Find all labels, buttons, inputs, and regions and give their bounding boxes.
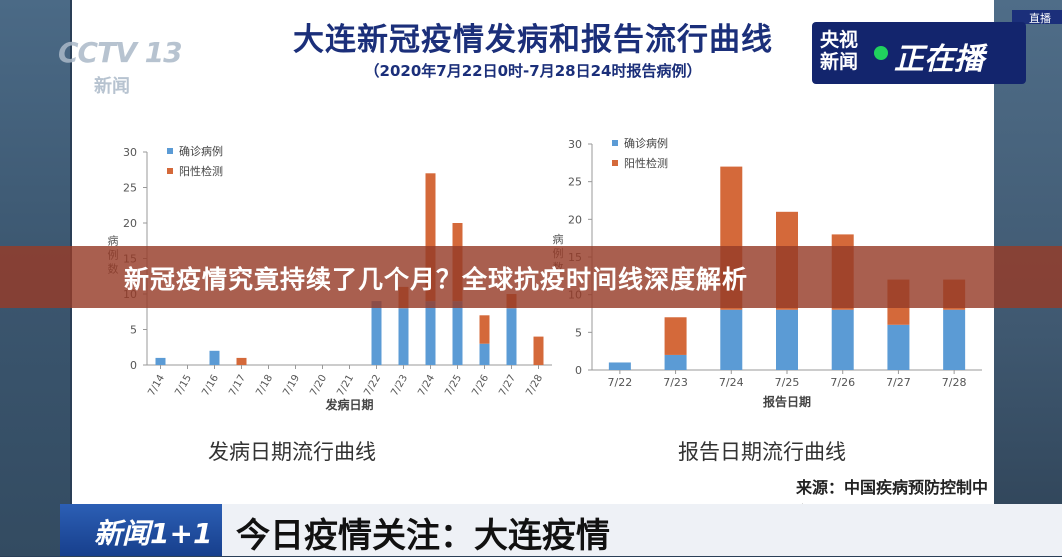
- x-axis-label: 发病日期: [324, 397, 373, 412]
- live-badge-line2: 新闻: [820, 51, 859, 73]
- live-badge: 央视 新闻 正在播: [812, 22, 1026, 84]
- y-tick-label: 0: [130, 359, 137, 372]
- x-tick-label: 7/24: [416, 373, 437, 398]
- y-tick-label: 5: [575, 326, 582, 339]
- y-tick-label: 20: [568, 213, 582, 226]
- bar-positive: [533, 336, 544, 365]
- bar-confirmed: [398, 308, 409, 365]
- bar-confirmed: [479, 343, 490, 365]
- bar-confirmed: [155, 357, 166, 365]
- x-tick-label: 7/26: [470, 373, 491, 398]
- x-tick-label: 7/19: [281, 373, 302, 398]
- top-tag: 直播: [1012, 10, 1062, 25]
- x-tick-label: 7/22: [608, 376, 633, 389]
- onset-chart-caption: 发病日期流行曲线: [208, 440, 376, 464]
- y-axis-label-char: 病: [553, 232, 564, 246]
- legend-label: 确诊病例: [179, 144, 223, 158]
- headline-banner: 新冠疫情究竟持续了几个月？全球抗疫时间线深度解析: [0, 246, 1062, 308]
- slide-title: 大连新冠疫情发病和报告流行曲线: [293, 22, 773, 58]
- slide-subtitle: （2020年7月22日0时-7月28日24时报告病例）: [364, 62, 702, 80]
- x-tick-label: 7/20: [308, 373, 329, 398]
- bar-confirmed: [608, 362, 631, 370]
- program-logo: 新闻1+1: [60, 504, 222, 556]
- bar-confirmed: [506, 308, 517, 365]
- x-tick-label: 7/22: [362, 373, 383, 398]
- y-tick-label: 25: [568, 176, 582, 189]
- x-tick-label: 7/27: [886, 376, 911, 389]
- bar-confirmed: [720, 309, 743, 370]
- x-tick-label: 7/14: [146, 373, 167, 398]
- y-tick-label: 25: [123, 182, 137, 195]
- cctv-logo: CCTV 13: [58, 36, 183, 69]
- bar-positive: [425, 173, 436, 302]
- x-tick-label: 7/26: [830, 376, 855, 389]
- x-tick-label: 7/17: [227, 373, 248, 398]
- x-tick-label: 7/23: [389, 373, 410, 398]
- x-tick-label: 7/21: [335, 373, 356, 398]
- bar-confirmed: [776, 309, 798, 370]
- x-tick-label: 7/18: [254, 373, 275, 398]
- bar-confirmed: [452, 301, 463, 365]
- legend-swatch: [167, 148, 173, 154]
- bar-confirmed: [664, 354, 687, 370]
- legend-label: 阳性检测: [179, 164, 223, 178]
- bar-confirmed: [887, 324, 910, 370]
- y-tick-label: 5: [130, 324, 137, 337]
- y-axis-label-char: 病: [108, 234, 119, 248]
- lower-third: 新闻1+1 今日疫情关注：大连疫情: [60, 504, 1062, 556]
- bar-confirmed: [425, 301, 436, 365]
- legend-swatch: [612, 160, 618, 166]
- x-tick-label: 7/28: [942, 376, 967, 389]
- x-tick-label: 7/15: [173, 373, 194, 398]
- y-tick-label: 30: [123, 146, 137, 159]
- x-tick-label: 7/25: [775, 376, 800, 389]
- report-chart-caption: 报告日期流行曲线: [678, 440, 846, 464]
- x-tick-label: 7/27: [497, 373, 518, 398]
- bar-confirmed: [209, 350, 220, 365]
- legend-swatch: [612, 140, 618, 146]
- bar-positive: [236, 357, 247, 365]
- x-tick-label: 7/23: [663, 376, 688, 389]
- legend-swatch: [167, 168, 173, 174]
- bar-positive: [479, 315, 490, 344]
- x-tick-label: 7/25: [443, 373, 464, 398]
- y-tick-label: 30: [568, 138, 582, 151]
- bar-positive: [664, 317, 687, 355]
- live-badge-status: 正在播: [894, 42, 984, 77]
- banner-text: 新冠疫情究竟持续了几个月？全球抗疫时间线深度解析: [124, 265, 749, 294]
- lower-third-headline: 今日疫情关注：大连疫情: [236, 516, 610, 556]
- x-tick-label: 7/24: [719, 376, 744, 389]
- bar-confirmed: [371, 301, 382, 365]
- y-tick-label: 0: [575, 364, 582, 377]
- live-badge-line1: 央视: [820, 29, 859, 51]
- bar-confirmed: [943, 309, 966, 370]
- cctv-logo-sub: 新闻: [94, 76, 130, 97]
- y-tick-label: 20: [123, 217, 137, 230]
- x-tick-label: 7/16: [200, 373, 221, 398]
- live-badge-channel: 央视 新闻: [820, 29, 858, 73]
- program-logo-text: 新闻1+1: [94, 517, 213, 550]
- legend-label: 阳性检测: [624, 156, 668, 170]
- legend-label: 确诊病例: [624, 136, 668, 150]
- bar-confirmed: [831, 309, 854, 370]
- live-dot-icon: [874, 46, 888, 60]
- x-axis-label: 报告日期: [763, 394, 811, 409]
